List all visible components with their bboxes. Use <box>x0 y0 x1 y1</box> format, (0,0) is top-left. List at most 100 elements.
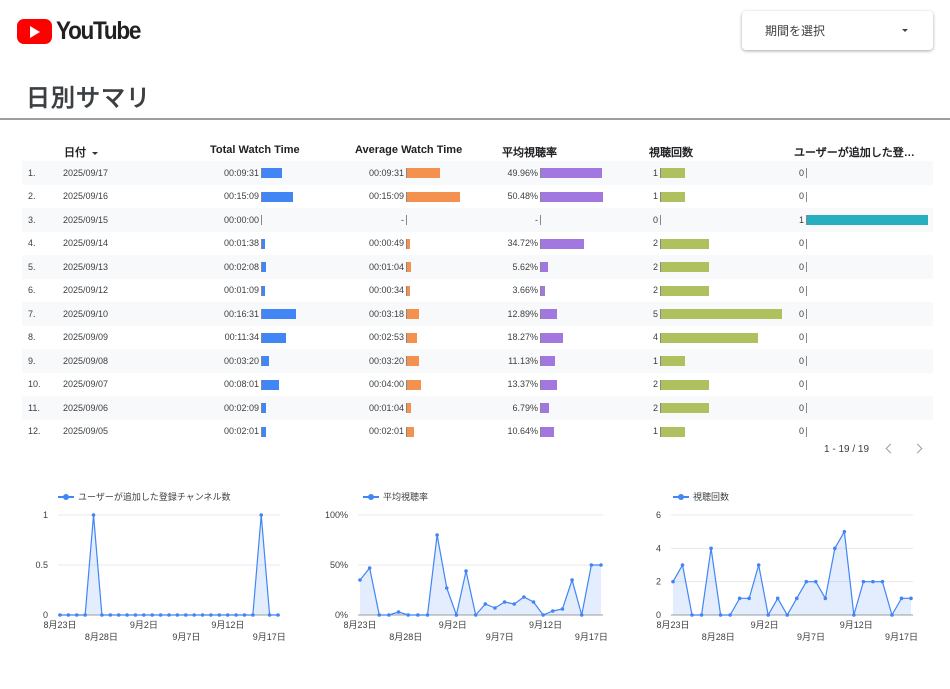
data-point[interactable] <box>690 613 694 617</box>
data-point[interactable] <box>909 596 913 601</box>
data-point[interactable] <box>512 602 517 606</box>
data-point[interactable] <box>167 613 171 617</box>
data-point[interactable] <box>473 613 478 617</box>
data-point[interactable] <box>276 613 280 617</box>
data-point[interactable] <box>125 613 129 617</box>
data-point[interactable] <box>728 613 732 617</box>
data-point[interactable] <box>133 613 138 617</box>
data-point[interactable] <box>209 613 213 617</box>
table-row[interactable]: 7. 2025/09/10 00:16:31 00:03:18 12.89% 5 0 <box>22 302 933 326</box>
data-point[interactable] <box>833 546 837 551</box>
data-point[interactable] <box>502 600 507 604</box>
data-point[interactable] <box>852 613 856 617</box>
data-point[interactable] <box>416 613 420 617</box>
data-point[interactable] <box>100 613 104 617</box>
data-point[interactable] <box>560 607 565 611</box>
previous-page-button[interactable] <box>883 441 897 457</box>
data-point[interactable] <box>709 546 713 551</box>
data-point[interactable] <box>116 613 121 617</box>
data-point[interactable] <box>823 596 828 601</box>
data-point[interactable] <box>671 579 675 584</box>
data-point[interactable] <box>58 613 62 617</box>
data-point[interactable] <box>718 613 723 617</box>
date-range-dropdown[interactable]: 期間を選択 <box>742 11 933 50</box>
data-point[interactable] <box>680 563 685 567</box>
column-header-subscribers-gained[interactable]: ユーザーが追加した登録チャンネル数 <box>794 147 924 159</box>
data-point[interactable] <box>267 613 272 617</box>
data-point[interactable] <box>531 600 536 604</box>
data-point[interactable] <box>493 606 497 610</box>
data-point[interactable] <box>217 613 222 617</box>
column-header-average-watch-time[interactable]: Average Watch Time <box>355 144 463 156</box>
data-point[interactable] <box>435 533 439 537</box>
data-point[interactable] <box>396 610 401 614</box>
data-point[interactable] <box>251 613 255 617</box>
table-row[interactable]: 9. 2025/09/08 00:03:20 00:03:20 11.13% 1 0 <box>22 349 933 373</box>
data-point[interactable] <box>242 613 247 617</box>
data-point[interactable] <box>464 569 468 573</box>
data-point[interactable] <box>766 613 770 617</box>
data-point[interactable] <box>200 613 205 617</box>
data-point[interactable] <box>756 563 761 567</box>
data-point[interactable] <box>775 596 780 601</box>
data-point[interactable] <box>737 596 742 601</box>
data-point[interactable] <box>483 602 488 606</box>
data-point[interactable] <box>871 579 875 584</box>
data-point[interactable] <box>192 613 196 617</box>
data-point[interactable] <box>377 613 382 617</box>
data-point[interactable] <box>367 566 372 570</box>
data-point[interactable] <box>358 578 362 582</box>
table-row[interactable]: 10. 2025/09/07 00:08:01 00:04:00 13.37% 2 0 <box>22 373 933 397</box>
data-point[interactable] <box>861 579 866 584</box>
data-point[interactable] <box>387 613 391 617</box>
table-row[interactable]: 2. 2025/09/16 00:15:09 00:15:09 50.48% 1 0 <box>22 185 933 209</box>
next-page-button[interactable] <box>912 441 926 457</box>
data-point[interactable] <box>842 529 847 534</box>
data-point[interactable] <box>899 596 904 601</box>
data-point[interactable] <box>83 613 87 617</box>
data-point[interactable] <box>425 613 430 617</box>
data-point[interactable] <box>804 579 809 584</box>
data-point[interactable] <box>234 613 238 617</box>
data-point[interactable] <box>142 613 146 617</box>
data-point[interactable] <box>444 586 449 590</box>
data-point[interactable] <box>747 596 751 601</box>
data-point[interactable] <box>183 613 188 617</box>
column-header-total-watch-time[interactable]: Total Watch Time <box>210 144 300 156</box>
data-point[interactable] <box>150 613 155 617</box>
data-point[interactable] <box>225 613 230 617</box>
data-point[interactable] <box>74 613 79 617</box>
column-header-views[interactable]: 視聴回数 <box>649 147 693 159</box>
column-header-date[interactable]: 日付 <box>64 144 98 160</box>
data-point[interactable] <box>880 579 885 584</box>
data-point[interactable] <box>522 595 526 599</box>
table-row[interactable]: 6. 2025/09/12 00:01:09 00:00:34 3.66% 2 0 <box>22 279 933 303</box>
data-point[interactable] <box>785 613 790 617</box>
data-point[interactable] <box>794 596 799 601</box>
table-row[interactable]: 8. 2025/09/09 00:11:34 00:02:53 18.27% 4 0 <box>22 326 933 350</box>
data-point[interactable] <box>259 513 264 517</box>
table-row[interactable]: 3. 2025/09/15 00:00:00 - - 0 1 <box>22 208 933 232</box>
data-point[interactable] <box>570 578 574 582</box>
data-point[interactable] <box>406 613 410 617</box>
data-point[interactable] <box>579 613 584 617</box>
table-row[interactable]: 12. 2025/09/05 00:02:01 00:02:01 10.64% 1 0 <box>22 420 933 444</box>
table-row[interactable]: 11. 2025/09/06 00:02:09 00:01:04 6.79% 2 0 <box>22 396 933 420</box>
data-point[interactable] <box>108 613 113 617</box>
table-row[interactable]: 4. 2025/09/14 00:01:38 00:00:49 34.72% 2 0 <box>22 232 933 256</box>
data-point[interactable] <box>454 613 459 617</box>
data-point[interactable] <box>158 613 163 617</box>
table-row[interactable]: 5. 2025/09/13 00:02:08 00:01:04 5.62% 2 0 <box>22 255 933 279</box>
data-point[interactable] <box>91 513 96 517</box>
data-point[interactable] <box>589 563 594 567</box>
data-point[interactable] <box>890 613 894 617</box>
data-point[interactable] <box>541 613 545 617</box>
table-row[interactable]: 1. 2025/09/17 00:09:31 00:09:31 49.96% 1 0 <box>22 161 933 185</box>
data-point[interactable] <box>599 563 603 567</box>
column-header-average-view-rate[interactable]: 平均視聴率 <box>502 147 557 159</box>
data-point[interactable] <box>699 613 704 617</box>
data-point[interactable] <box>551 609 555 613</box>
data-point[interactable] <box>66 613 71 617</box>
data-point[interactable] <box>175 613 180 617</box>
data-point[interactable] <box>814 579 818 584</box>
